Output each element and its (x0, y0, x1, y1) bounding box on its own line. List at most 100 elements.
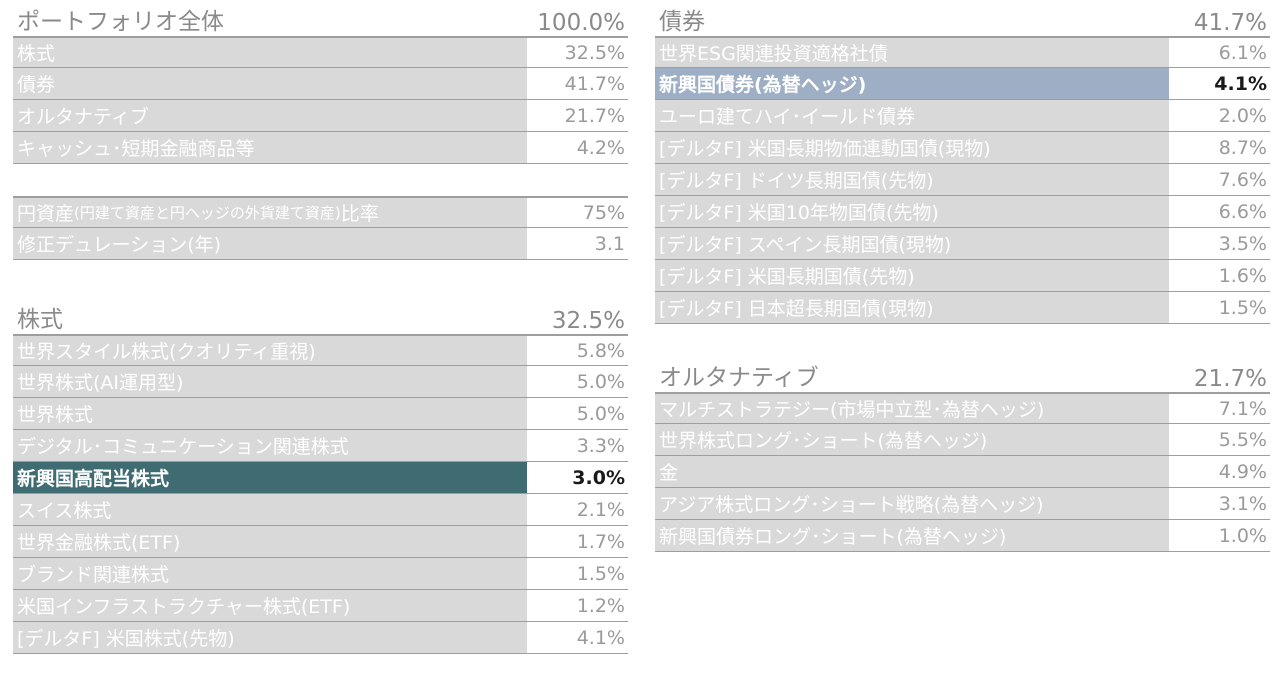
row-name: スイス株式 (13, 494, 527, 525)
equity-title: 株式 (17, 307, 63, 333)
portfolio-title: ポートフォリオ全体 (17, 9, 224, 35)
row-name: [デルタF] 米国長期国債(先物) (655, 260, 1169, 291)
row-name: 債券 (13, 68, 527, 99)
table-row: [デルタF] ドイツ長期国債(先物) 7.6% (655, 164, 1270, 196)
row-value: 1.5% (1169, 292, 1270, 323)
row-value: 4.1% (527, 622, 628, 653)
table-row: オルタナティブ 21.7% (13, 100, 628, 132)
row-value: 3.5% (1169, 228, 1270, 259)
equity-total: 32.5% (551, 308, 625, 334)
row-name: ユーロ建てハイ･イールド債券 (655, 100, 1169, 131)
row-name: 新興国高配当株式 (13, 462, 527, 493)
row-name: 金 (655, 456, 1169, 487)
equity-header: 株式 32.5% (13, 300, 628, 334)
row-value: 32.5% (527, 38, 628, 67)
row-name: [デルタF] 日本超長期国債(現物) (655, 292, 1169, 323)
row-name: 米国インフラストラクチャー株式(ETF) (13, 590, 527, 621)
alternative-title: オルタナティブ (659, 365, 819, 391)
metrics-table: 円資産 (円建て資産と円ヘッジの外貨建て資産) 比率 75% 修正デュレーション(年… (13, 196, 628, 260)
row-name: アジア株式ロング･ショート戦略(為替ヘッジ) (655, 488, 1169, 519)
table-row: スイス株式 2.1% (13, 494, 628, 526)
row-value: 3.0% (527, 462, 628, 493)
row-value: 4.2% (527, 132, 628, 163)
row-name: ブランド関連株式 (13, 558, 527, 589)
table-row-highlighted: 新興国債券(為替ヘッジ) 4.1% (655, 68, 1270, 100)
row-value: 8.7% (1169, 132, 1270, 163)
row-value: 5.8% (527, 336, 628, 365)
metric-name-main: 円資産 (17, 203, 75, 225)
table-row: ユーロ建てハイ･イールド債券 2.0% (655, 100, 1270, 132)
alternative-header: オルタナティブ 21.7% (655, 358, 1270, 392)
row-name: マルチストラテジー(市場中立型･為替ヘッジ) (655, 394, 1169, 423)
row-name: 新興国債券(為替ヘッジ) (655, 68, 1169, 99)
row-value: 2.0% (1169, 100, 1270, 131)
table-row: 円資産 (円建て資産と円ヘッジの外貨建て資産) 比率 75% (13, 196, 628, 228)
bonds-header: 債券 41.7% (655, 2, 1270, 36)
row-name: 世界株式ロング･ショート(為替ヘッジ) (655, 424, 1169, 455)
row-value: 6.6% (1169, 196, 1270, 227)
row-value: 3.1 (527, 228, 628, 259)
row-name: 世界金融株式(ETF) (13, 526, 527, 557)
alternative-total: 21.7% (1193, 366, 1267, 392)
row-value: 3.3% (527, 430, 628, 461)
table-row: マルチストラテジー(市場中立型･為替ヘッジ) 7.1% (655, 392, 1270, 424)
row-name: [デルタF] 米国長期物価連動国債(現物) (655, 132, 1169, 163)
table-row: [デルタF] 日本超長期国債(現物) 1.5% (655, 292, 1270, 324)
row-value: 5.0% (527, 398, 628, 429)
row-name: 世界株式 (13, 398, 527, 429)
row-name: [デルタF] スペイン長期国債(現物) (655, 228, 1169, 259)
bonds-table: 世界ESG関連投資適格社債 6.1% 新興国債券(為替ヘッジ) 4.1% ユーロ… (655, 36, 1270, 324)
row-name: [デルタF] 米国株式(先物) (13, 622, 527, 653)
row-name: [デルタF] 米国10年物国債(先物) (655, 196, 1169, 227)
table-row: キャッシュ･短期金融商品等 4.2% (13, 132, 628, 164)
row-value: 5.5% (1169, 424, 1270, 455)
right-column: 債券 41.7% 世界ESG関連投資適格社債 6.1% 新興国債券(為替ヘッジ)… (655, 0, 1270, 552)
row-value: 5.0% (527, 366, 628, 397)
row-name: [デルタF] ドイツ長期国債(先物) (655, 164, 1169, 195)
table-row: [デルタF] 米国10年物国債(先物) 6.6% (655, 196, 1270, 228)
row-value: 7.1% (1169, 394, 1270, 423)
row-name: 修正デュレーション(年) (13, 228, 527, 259)
table-row: ブランド関連株式 1.5% (13, 558, 628, 590)
table-row: 米国インフラストラクチャー株式(ETF) 1.2% (13, 590, 628, 622)
row-value: 21.7% (527, 100, 628, 131)
row-value: 4.1% (1169, 68, 1270, 99)
row-name: 円資産 (円建て資産と円ヘッジの外貨建て資産) 比率 (13, 198, 527, 227)
table-row: 世界スタイル株式(クオリティ重視) 5.8% (13, 334, 628, 366)
table-row: デジタル･コミュニケーション関連株式 3.3% (13, 430, 628, 462)
row-value: 1.7% (527, 526, 628, 557)
row-name: 株式 (13, 38, 527, 67)
row-value: 41.7% (527, 68, 628, 99)
table-row: 株式 32.5% (13, 36, 628, 68)
table-row: 世界株式(AI運用型) 5.0% (13, 366, 628, 398)
equity-table: 世界スタイル株式(クオリティ重視) 5.8% 世界株式(AI運用型) 5.0% … (13, 334, 628, 654)
row-value: 6.1% (1169, 38, 1270, 67)
row-value: 2.1% (527, 494, 628, 525)
row-value: 7.6% (1169, 164, 1270, 195)
table-row: 債券 41.7% (13, 68, 628, 100)
table-row: 新興国債券ロング･ショート(為替ヘッジ) 1.0% (655, 520, 1270, 552)
row-value: 4.9% (1169, 456, 1270, 487)
row-name: キャッシュ･短期金融商品等 (13, 132, 527, 163)
row-name: 新興国債券ロング･ショート(為替ヘッジ) (655, 520, 1169, 551)
row-name: オルタナティブ (13, 100, 527, 131)
table-row: [デルタF] 米国長期物価連動国債(現物) 8.7% (655, 132, 1270, 164)
bonds-title: 債券 (659, 9, 705, 35)
portfolio-header: ポートフォリオ全体 100.0% (13, 2, 628, 36)
table-row: 世界金融株式(ETF) 1.7% (13, 526, 628, 558)
left-column: ポートフォリオ全体 100.0% 株式 32.5% 債券 41.7% オルタナテ… (13, 0, 628, 654)
bonds-total: 41.7% (1193, 10, 1267, 36)
row-name: 世界ESG関連投資適格社債 (655, 38, 1169, 67)
table-row: アジア株式ロング･ショート戦略(為替ヘッジ) 3.1% (655, 488, 1270, 520)
table-row: [デルタF] スペイン長期国債(現物) 3.5% (655, 228, 1270, 260)
row-value: 75% (527, 198, 628, 227)
metric-name-tail: 比率 (340, 203, 379, 225)
row-value: 1.6% (1169, 260, 1270, 291)
row-name: 世界株式(AI運用型) (13, 366, 527, 397)
metric-name-sub: (円建て資産と円ヘッジの外貨建て資産) (74, 204, 341, 222)
table-row: [デルタF] 米国株式(先物) 4.1% (13, 622, 628, 654)
portfolio-table: 株式 32.5% 債券 41.7% オルタナティブ 21.7% キャッシュ･短期… (13, 36, 628, 164)
table-row: 世界株式 5.0% (13, 398, 628, 430)
table-row-highlighted: 新興国高配当株式 3.0% (13, 462, 628, 494)
row-name: デジタル･コミュニケーション関連株式 (13, 430, 527, 461)
